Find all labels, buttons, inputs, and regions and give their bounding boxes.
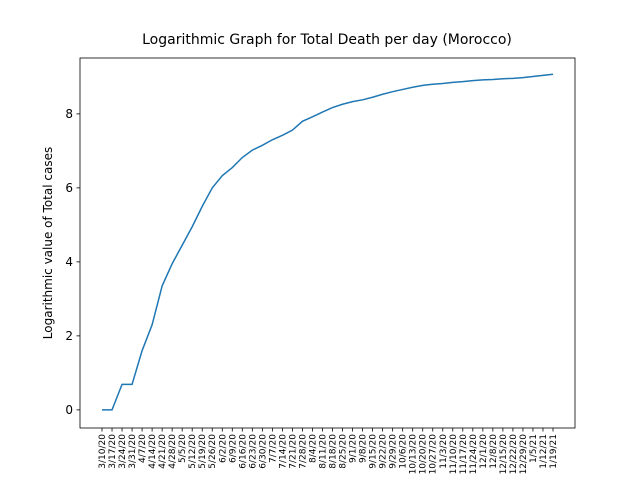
x-tick-label: 12/29/20 (519, 434, 529, 475)
x-tick-label: 1/5/21 (529, 434, 539, 463)
x-tick-label: 5/5/20 (178, 434, 188, 463)
x-tick-label: 7/7/20 (268, 434, 278, 463)
x-tick-label: 10/27/20 (429, 434, 439, 475)
x-tick-label: 8/11/20 (318, 434, 328, 469)
x-tick-label: 1/19/21 (549, 434, 559, 469)
x-tick-label: 6/30/20 (258, 434, 268, 469)
x-tick-label: 3/10/20 (98, 434, 108, 469)
x-tick-label: 6/23/20 (248, 434, 258, 469)
x-tick-label: 8/4/20 (308, 434, 318, 463)
x-tick-label: 12/15/20 (499, 434, 509, 475)
x-tick-label: 9/1/20 (349, 434, 359, 463)
x-tick-label: 7/28/20 (298, 434, 308, 469)
x-tick-label: 3/17/20 (108, 434, 118, 469)
y-tick-label: 8 (65, 107, 73, 121)
x-tick-label: 11/17/20 (459, 434, 469, 475)
x-tick-label: 9/22/20 (379, 434, 389, 469)
x-tick-label: 5/19/20 (198, 434, 208, 469)
plot-frame (79, 57, 576, 429)
x-tick-label: 12/1/20 (479, 434, 489, 469)
x-tick-label: 5/12/20 (188, 434, 198, 469)
x-tick-label: 7/21/20 (288, 434, 298, 469)
y-tick-label: 6 (65, 181, 73, 195)
x-tick-label: 10/13/20 (409, 434, 419, 475)
x-tick-label: 10/6/20 (399, 434, 409, 469)
x-tick-label: 11/24/20 (469, 434, 479, 475)
x-tick-label: 9/29/20 (389, 434, 399, 469)
x-tick-label: 4/14/20 (148, 434, 158, 469)
x-tick-label: 5/26/20 (208, 434, 218, 469)
x-tick-label: 11/10/20 (449, 434, 459, 475)
x-tick-label: 6/16/20 (238, 434, 248, 469)
chart-title: Logarithmic Graph for Total Death per da… (142, 32, 512, 48)
x-tick-label: 10/20/20 (419, 434, 429, 475)
x-tick-label: 1/12/21 (539, 434, 549, 469)
x-tick-label: 7/14/20 (278, 434, 288, 469)
x-tick-label: 8/25/20 (339, 434, 349, 469)
x-tick-label: 11/3/20 (439, 434, 449, 469)
y-axis-label: Logarithmic value of Total cases (41, 147, 55, 339)
x-tick-label: 6/2/20 (218, 434, 228, 463)
x-tick-label: 12/22/20 (509, 434, 519, 475)
x-tick-label: 8/18/20 (329, 434, 339, 469)
x-tick-label: 6/9/20 (228, 434, 238, 463)
x-tick-label: 9/15/20 (369, 434, 379, 469)
x-tick-label: 4/21/20 (158, 434, 168, 469)
x-tick-label: 3/24/20 (118, 434, 128, 469)
data-line (102, 73, 554, 411)
y-tick-label: 0 (65, 403, 73, 417)
x-tick-label: 3/31/20 (128, 434, 138, 469)
x-tick-label: 4/7/20 (138, 434, 148, 463)
x-tick-label: 4/28/20 (168, 434, 178, 469)
x-tick-label: 9/8/20 (359, 434, 369, 463)
x-tick-label: 12/8/20 (489, 434, 499, 469)
y-tick-label: 2 (65, 329, 73, 343)
y-tick-label: 4 (65, 255, 73, 269)
